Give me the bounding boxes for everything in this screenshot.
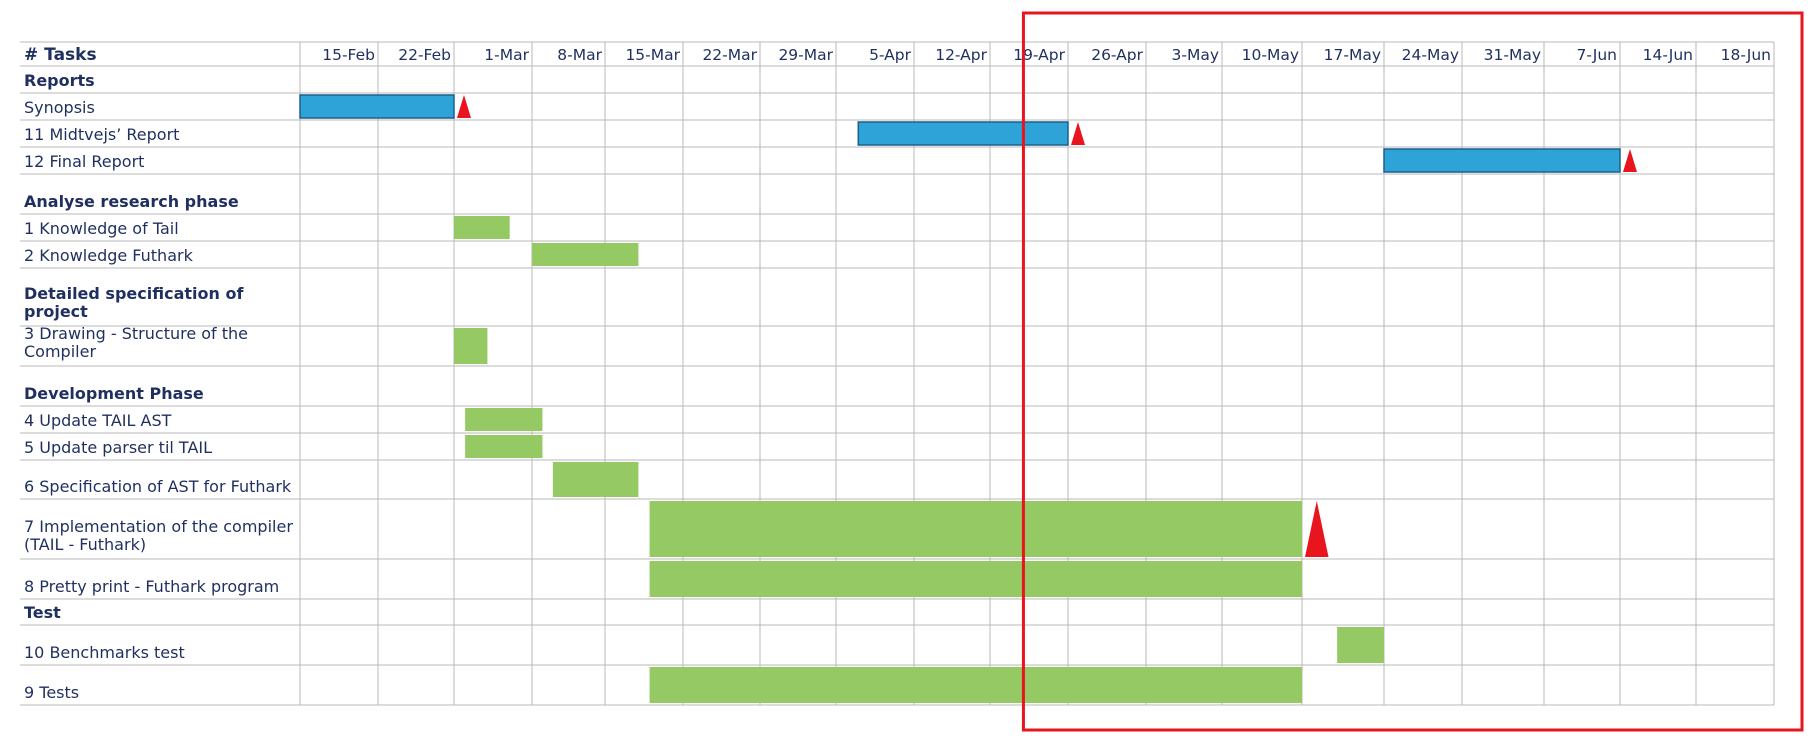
task-label: 6 Specification of AST for Futhark (24, 477, 292, 496)
timeline-tick-label: 17-May (1324, 46, 1381, 64)
task-bar (454, 216, 510, 239)
task-label: 3 Drawing - Structure of the (24, 324, 248, 343)
timeline-header: 15-Feb 22-Feb 1-Mar 8-Mar 15-Mar 22-Mar 29-Mar… (322, 46, 1771, 64)
milestone-marker (1071, 122, 1085, 145)
group-label: Analyse research phase (24, 192, 239, 211)
task-label: 7 Implementation of the compiler (24, 517, 293, 536)
task-label: 10 Benchmarks test (24, 643, 185, 662)
task-bar (649, 561, 1302, 597)
timeline-tick-label: 19-Apr (1013, 46, 1065, 64)
task-label: 12 Final Report (24, 152, 144, 171)
timeline-tick-label: 15-Feb (322, 46, 375, 64)
task-bar (454, 328, 488, 364)
timeline-tick-label: 24-May (1402, 46, 1459, 64)
task-bar (552, 462, 639, 497)
task-bar (649, 501, 1302, 557)
group-label: Development Phase (24, 384, 204, 403)
task-label: 2 Knowledge Futhark (24, 246, 194, 265)
tasks-column-header: # Tasks (24, 45, 97, 65)
report-bar (857, 121, 1069, 146)
timeline-tick-label: 14-Jun (1643, 46, 1693, 64)
timeline-tick-label: 5-Apr (869, 46, 912, 64)
timeline-tick-label: 10-May (1242, 46, 1299, 64)
task-bar (1337, 627, 1384, 663)
timeline-tick-label: 18-Jun (1721, 46, 1771, 64)
task-bar (649, 667, 1302, 703)
task-bar (465, 435, 543, 458)
timeline-tick-label: 15-Mar (625, 46, 680, 64)
task-label: 8 Pretty print - Futhark program (24, 577, 279, 596)
milestone-marker (1305, 501, 1329, 557)
group-label: project (24, 302, 88, 321)
group-label: Detailed specification of (24, 284, 244, 303)
milestone-marker (457, 95, 471, 118)
highlight-box (1021, 11, 1804, 732)
task-label: 1 Knowledge of Tail (24, 219, 179, 238)
timeline-tick-label: 29-Mar (778, 46, 833, 64)
task-bar (532, 243, 639, 266)
task-label: 5 Update parser til TAIL (24, 438, 212, 457)
task-bar (465, 408, 543, 431)
milestone-marker (1623, 149, 1637, 172)
task-label: 4 Update TAIL AST (24, 411, 172, 430)
task-label: 11 Midtvejs’ Report (24, 125, 179, 144)
overlay-layer (1021, 11, 1804, 732)
timeline-tick-label: 22-Feb (398, 46, 451, 64)
timeline-tick-label: 31-May (1484, 46, 1541, 64)
bar-layer (299, 94, 1637, 703)
timeline-tick-label: 8-Mar (557, 46, 602, 64)
timeline-tick-label: 7-Jun (1576, 46, 1617, 64)
report-bar (1383, 148, 1621, 173)
label-layer: # Tasks Reports Synopsis 11 Midtvejs’ Repo… (24, 45, 293, 702)
timeline-tick-label: 22-Mar (702, 46, 757, 64)
task-label: 9 Tests (24, 683, 79, 702)
timeline-tick-label: 12-Apr (935, 46, 987, 64)
timeline-tick-label: 3-May (1172, 46, 1220, 64)
grid-layer (20, 41, 1775, 706)
task-label: Synopsis (24, 98, 95, 117)
group-label: Test (24, 603, 61, 622)
timeline-tick-label: 26-Apr (1091, 46, 1143, 64)
group-label: Reports (24, 71, 95, 90)
timeline-tick-label: 1-Mar (484, 46, 529, 64)
task-label: Compiler (24, 342, 96, 361)
task-label: (TAIL - Futhark) (24, 535, 146, 554)
report-bar (299, 94, 455, 119)
